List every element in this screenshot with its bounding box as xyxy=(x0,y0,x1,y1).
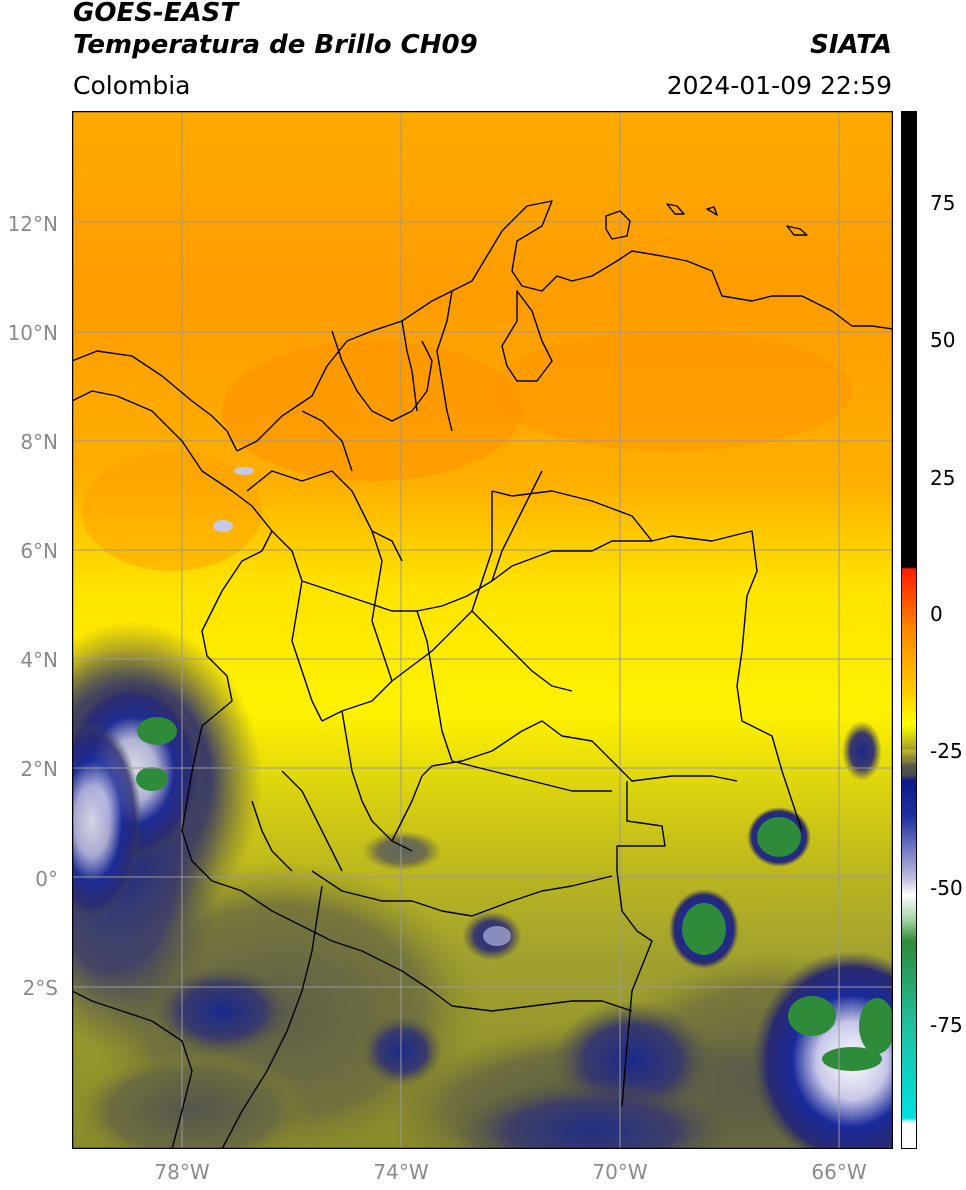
source-label: SIATA xyxy=(810,30,892,60)
lat-label-10n: 10°N xyxy=(7,321,58,345)
borders xyxy=(72,200,893,1149)
lon-label-70w: 70°W xyxy=(592,1160,648,1184)
satellite-map xyxy=(72,111,893,1149)
colorbar-tick-minus25: -25 xyxy=(930,739,963,763)
colorbar-tick-minus75: -75 xyxy=(930,1013,963,1037)
title-product: Temperatura de Brillo CH09 xyxy=(73,30,478,60)
lat-label-12n: 12°N xyxy=(7,212,58,236)
lon-label-78w: 78°W xyxy=(154,1160,210,1184)
colorbar-tick-minus50: -50 xyxy=(930,876,963,900)
lat-label-8n: 8°N xyxy=(20,430,58,454)
region-label: Colombia xyxy=(73,71,191,100)
datetime-label: 2024-01-09 22:59 xyxy=(666,71,892,100)
colorbar-tick-75: 75 xyxy=(930,191,956,215)
colorbar xyxy=(901,111,917,1149)
lon-label-74w: 74°W xyxy=(373,1160,429,1184)
colorbar-tick-25: 25 xyxy=(930,466,956,490)
lat-label-4n: 4°N xyxy=(20,648,58,672)
lat-label-6n: 6°N xyxy=(20,539,58,563)
lat-label-0: 0° xyxy=(35,867,58,891)
lat-label-2s: 2°S xyxy=(22,976,58,1000)
lon-label-66w: 66°W xyxy=(811,1160,867,1184)
colorbar-tick-50: 50 xyxy=(930,328,956,352)
colorbar-tick-0: 0 xyxy=(930,602,943,626)
gridlines xyxy=(72,111,893,1149)
title-satellite: GOES-EAST xyxy=(73,0,239,28)
lat-label-2n: 2°N xyxy=(20,757,58,781)
